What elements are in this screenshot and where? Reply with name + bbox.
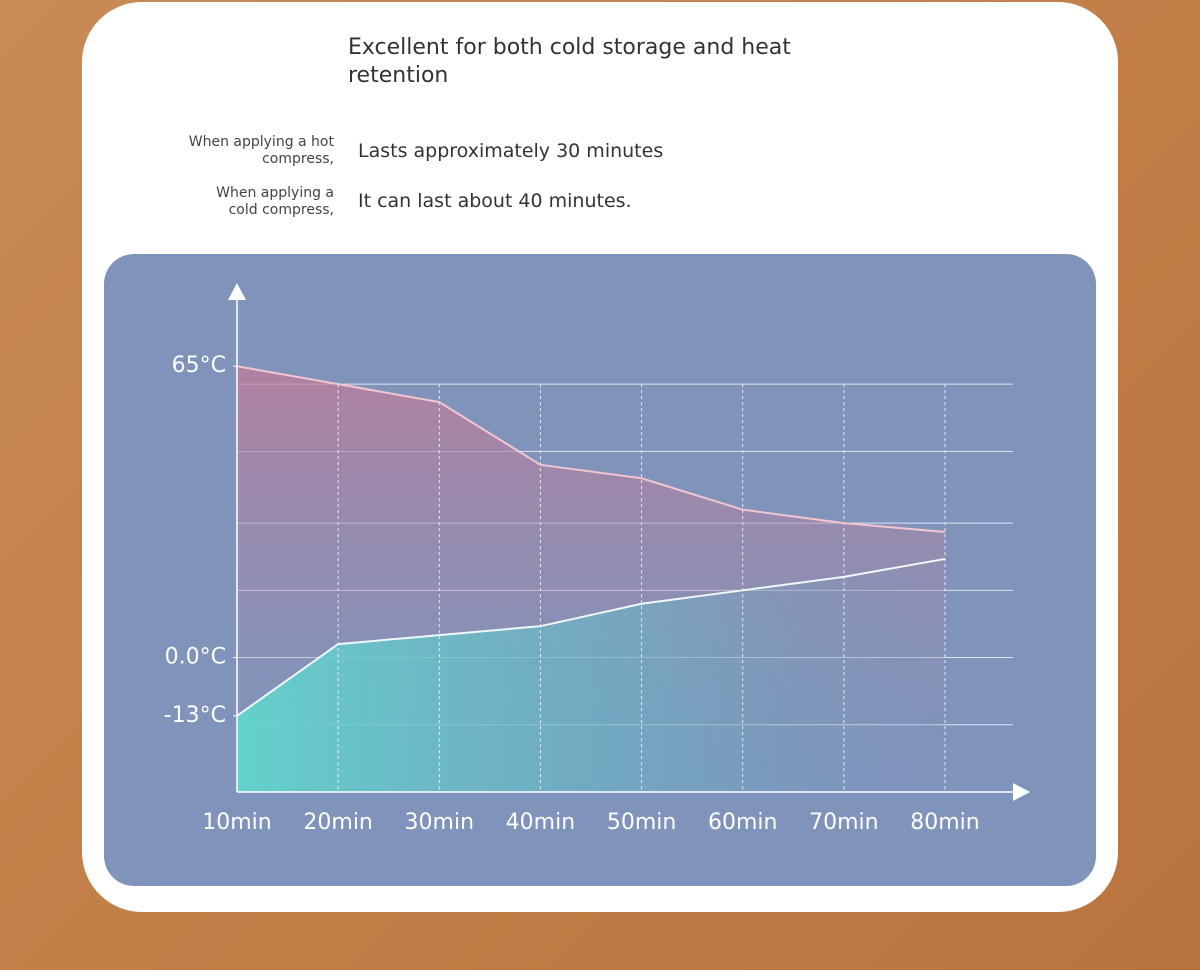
y-axis-arrow (228, 283, 246, 300)
x-axis-arrow (1013, 783, 1030, 801)
x-tick-label: 80min (910, 810, 979, 835)
x-tick-label: 30min (405, 810, 474, 835)
note-value: It can last about 40 minutes. (358, 190, 632, 212)
x-tick-label: 70min (809, 810, 878, 835)
x-tick-label: 40min (506, 810, 575, 835)
area-fill (237, 558, 945, 792)
y-tick-label: -13°C (164, 703, 226, 728)
note-label: When applying a cold compress, (216, 185, 334, 218)
x-tick-label: 20min (303, 810, 372, 835)
x-tick-label: 60min (708, 810, 777, 835)
x-tick-label: 50min (607, 810, 676, 835)
series-line (236, 365, 946, 534)
note-value: Lasts approximately 30 minutes (358, 140, 664, 162)
heading: Excellent for both cold storage and heat… (348, 35, 791, 88)
x-tick-label: 10min (202, 810, 271, 835)
note-label: When applying a hot compress, (188, 134, 334, 167)
y-tick-label: 65°C (172, 353, 226, 378)
series-line (236, 557, 946, 717)
y-tick-label: 0.0°C (165, 645, 226, 670)
